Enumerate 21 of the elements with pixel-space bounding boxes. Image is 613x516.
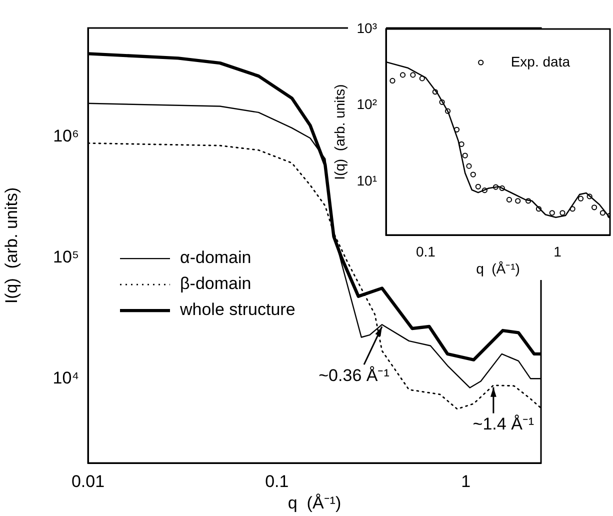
y-tick-label: 10¹ bbox=[356, 172, 378, 189]
x-tick-label: 1 bbox=[554, 243, 562, 260]
legend-label: whole structure bbox=[179, 300, 296, 320]
x-axis-title: q (Å⁻¹) bbox=[288, 493, 342, 512]
y-axis-title: I(q) (arb. units) bbox=[2, 187, 21, 304]
y-axis-title: I(q) (arb. units) bbox=[331, 84, 348, 180]
y-tick-label: 10⁵ bbox=[53, 248, 79, 267]
x-tick-label: 0.01 bbox=[71, 472, 105, 491]
x-axis-title: q (Å⁻¹) bbox=[476, 260, 520, 276]
y-tick-label: 10³ bbox=[356, 20, 378, 36]
annotation: ~0.36 Å⁻¹ bbox=[318, 366, 390, 385]
legend-label: α-domain bbox=[180, 248, 252, 268]
x-tick-label: 0.1 bbox=[265, 472, 289, 491]
legend-label: β-domain bbox=[180, 274, 252, 294]
legend-label: Exp. data bbox=[510, 53, 570, 70]
annotation: ~1.4 Å⁻¹ bbox=[472, 414, 534, 434]
x-tick-label: 0.1 bbox=[416, 243, 436, 260]
x-tick-label: 1 bbox=[461, 472, 471, 491]
y-tick-label: 10⁴ bbox=[52, 368, 79, 388]
y-tick-label: 10⁶ bbox=[53, 126, 79, 146]
y-tick-label: 10² bbox=[356, 96, 378, 112]
